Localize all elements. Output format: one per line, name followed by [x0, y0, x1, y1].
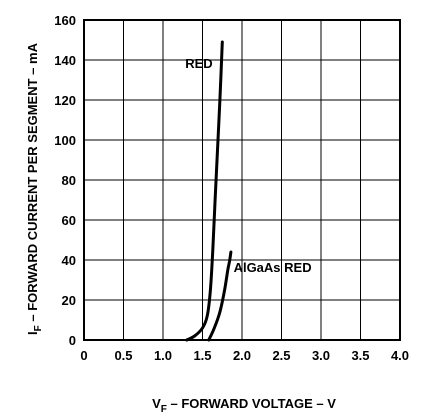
x-tick-label: 2.0	[233, 348, 251, 363]
y-tick-label: 20	[62, 293, 76, 308]
y-tick-label: 120	[54, 93, 76, 108]
y-axis-label-text: – FORWARD CURRENT PER SEGMENT – mA	[25, 42, 40, 325]
series-line-algaas-red	[207, 250, 233, 342]
x-tick-label: 2.5	[272, 348, 290, 363]
y-axis-label: IF – FORWARD CURRENT PER SEGMENT – mA	[25, 42, 44, 335]
series-group	[185, 40, 233, 342]
y-tick-label: 160	[54, 13, 76, 28]
grid	[84, 20, 400, 340]
y-tick-label: 80	[62, 173, 76, 188]
x-tick-label: 0	[80, 348, 87, 363]
x-axis-label-subscript: F	[161, 404, 167, 415]
x-axis-label-text: – FORWARD VOLTAGE – V	[167, 396, 336, 411]
series-labels: RED AlGaAs RED	[185, 56, 311, 275]
series-line-red	[185, 40, 224, 342]
y-tick-label: 60	[62, 213, 76, 228]
y-tick-label: 40	[62, 253, 76, 268]
y-axis-label-prefix: I	[25, 331, 40, 335]
x-tick-label: 3.5	[351, 348, 369, 363]
y-tick-label: 140	[54, 53, 76, 68]
x-tick-label: 4.0	[391, 348, 409, 363]
series-label-algaas-red: AlGaAs RED	[234, 260, 312, 275]
x-tick-label: 1.0	[154, 348, 172, 363]
y-tick-label: 100	[54, 133, 76, 148]
y-tick-label: 0	[69, 333, 76, 348]
x-tick-label: 3.0	[312, 348, 330, 363]
y-axis-label-subscript: F	[33, 325, 44, 331]
x-tick-label: 1.5	[193, 348, 211, 363]
x-axis-label-prefix: V	[152, 396, 161, 411]
x-axis-label: VF – FORWARD VOLTAGE – V	[152, 396, 336, 415]
x-tick-label: 0.5	[114, 348, 132, 363]
plot-area-frame	[83, 19, 401, 341]
tick-labels: 0 0.5 1.0 1.5 2.0 2.5 3.0 3.5 4.0 0 20 40 60 80 100 120…	[54, 13, 409, 363]
series-label-red: RED	[185, 56, 212, 71]
